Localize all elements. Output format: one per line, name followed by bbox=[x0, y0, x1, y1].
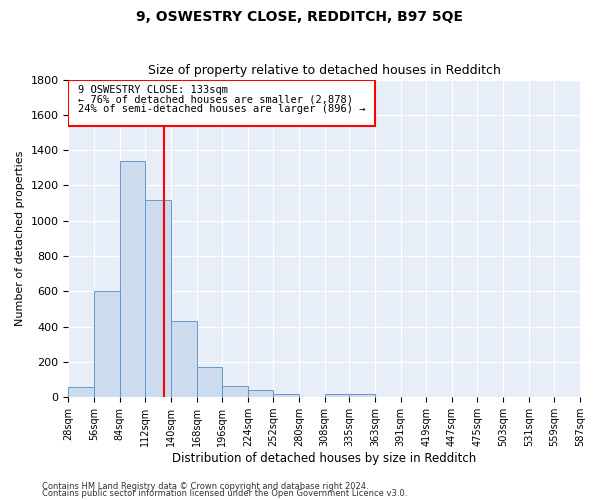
Bar bbox=[197, 367, 222, 397]
Bar bbox=[325, 394, 350, 397]
Text: 9 OSWESTRY CLOSE: 133sqm: 9 OSWESTRY CLOSE: 133sqm bbox=[77, 85, 227, 95]
Bar bbox=[119, 160, 145, 397]
Text: 9, OSWESTRY CLOSE, REDDITCH, B97 5QE: 9, OSWESTRY CLOSE, REDDITCH, B97 5QE bbox=[137, 10, 464, 24]
Bar bbox=[349, 394, 375, 397]
Y-axis label: Number of detached properties: Number of detached properties bbox=[15, 150, 25, 326]
Bar bbox=[274, 394, 299, 397]
FancyBboxPatch shape bbox=[68, 80, 375, 126]
Text: Contains HM Land Registry data © Crown copyright and database right 2024.: Contains HM Land Registry data © Crown c… bbox=[42, 482, 368, 491]
Text: 24% of semi-detached houses are larger (896) →: 24% of semi-detached houses are larger (… bbox=[77, 104, 365, 115]
Title: Size of property relative to detached houses in Redditch: Size of property relative to detached ho… bbox=[148, 64, 500, 77]
Text: Contains public sector information licensed under the Open Government Licence v3: Contains public sector information licen… bbox=[42, 490, 407, 498]
Bar bbox=[145, 200, 171, 397]
Bar bbox=[68, 386, 94, 397]
X-axis label: Distribution of detached houses by size in Redditch: Distribution of detached houses by size … bbox=[172, 452, 476, 465]
Text: ← 76% of detached houses are smaller (2,878): ← 76% of detached houses are smaller (2,… bbox=[77, 94, 353, 104]
Bar bbox=[248, 390, 274, 397]
Bar bbox=[222, 386, 248, 397]
Bar bbox=[171, 322, 197, 397]
Bar bbox=[94, 292, 119, 397]
